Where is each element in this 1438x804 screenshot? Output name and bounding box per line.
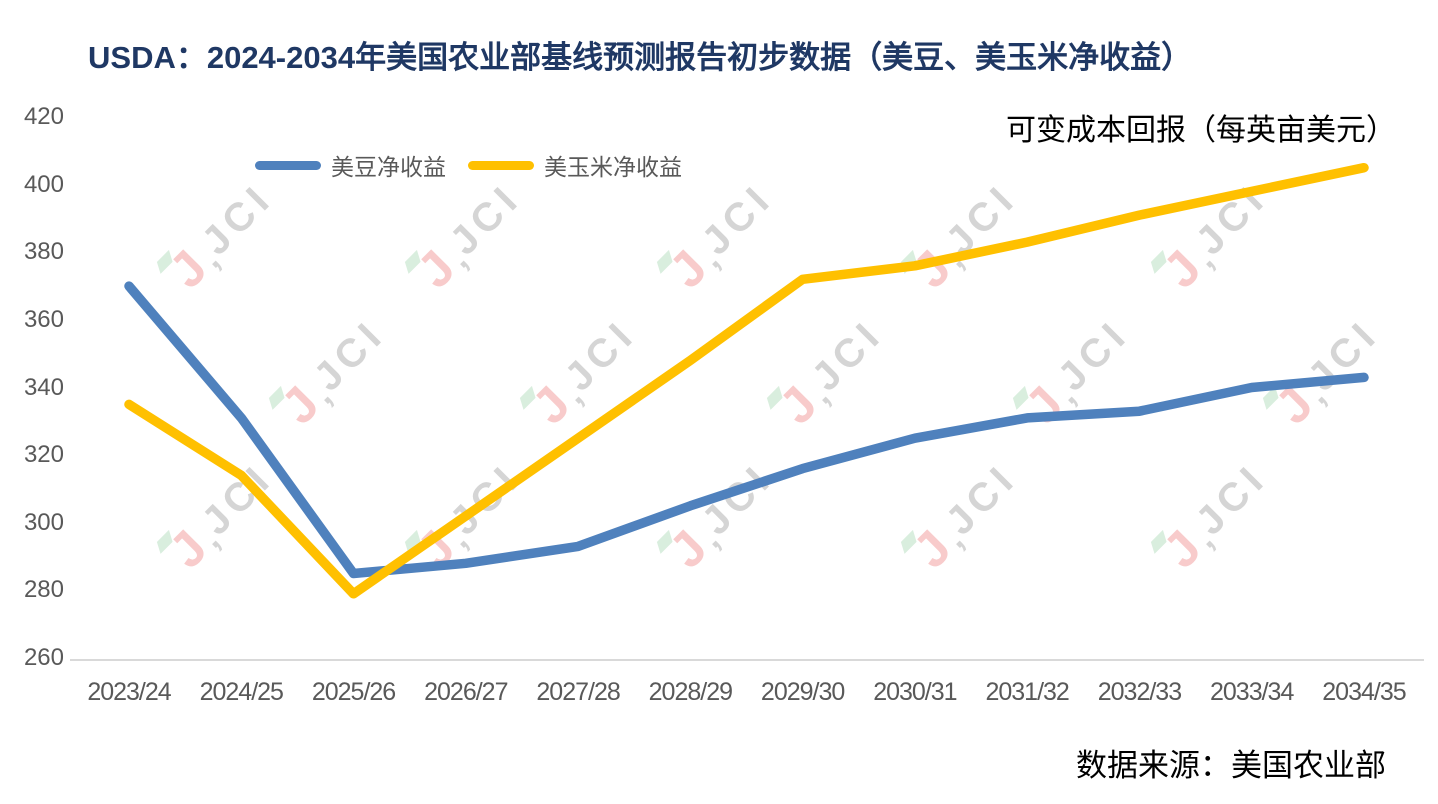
x-axis-tick-label: 2027/28: [536, 678, 620, 706]
x-axis-tick-label: 2028/29: [648, 678, 733, 706]
x-axis-tick-label: 2030/31: [873, 678, 957, 706]
x-axis-tick-label: 2029/30: [760, 678, 845, 706]
line-corn-net-return: [124, 162, 1369, 599]
line-soybean-net-return: [124, 281, 1369, 579]
chart-title: USDA：2024-2034年美国农业部基线预测报告初步数据（美豆、美玉米净收益…: [88, 40, 1193, 75]
y-axis-tick-label: 360: [23, 305, 64, 333]
y-axis-tick-label: 380: [23, 238, 64, 266]
chart-legend: 美豆净收益 美玉米净收益: [255, 148, 690, 182]
x-axis-tick-label: 2025/26: [311, 678, 396, 706]
y-axis-tick-label: 400: [23, 170, 64, 198]
legend-item-label: 美玉米净收益: [544, 154, 682, 180]
x-axis-tick-label: 2026/27: [424, 678, 508, 706]
y-axis-tick-label: 340: [23, 373, 64, 401]
x-axis-tick-label: 2034/35: [1322, 678, 1406, 706]
y-axis-tick-label: 260: [23, 644, 64, 671]
legend-item-soybean: 美豆净收益: [255, 148, 446, 182]
chart-subtitle: 可变成本回报（每英亩美元）: [1006, 114, 1396, 147]
x-axis-tick-label: 2031/32: [985, 678, 1069, 706]
legend-line-swatch: [468, 160, 534, 170]
x-axis-tick-label: 2033/34: [1210, 678, 1294, 706]
x-axis-tick-label: 2032/33: [1097, 678, 1182, 706]
source-note: 数据来源：美国农业部: [1076, 748, 1386, 783]
legend-item-label: 美豆净收益: [331, 154, 446, 180]
y-axis-tick-label: 280: [23, 576, 64, 604]
y-axis-tick-label: 300: [23, 508, 64, 536]
y-axis-tick-label: 420: [23, 103, 64, 130]
x-axis-tick-label: 2024/25: [199, 678, 284, 706]
y-axis-tick-label: 320: [23, 441, 64, 469]
legend-line-swatch: [255, 160, 321, 170]
legend-item-corn: 美玉米净收益: [468, 148, 682, 182]
x-axis-tick-label: 2023/24: [87, 678, 171, 706]
